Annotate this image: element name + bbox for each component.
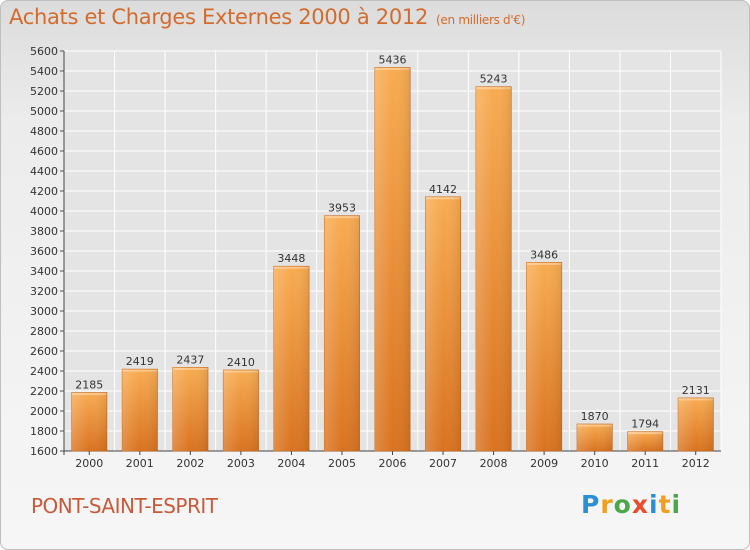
- x-tick-label: 2001: [126, 457, 154, 470]
- chart-subtitle: (en milliers d'€): [436, 13, 526, 27]
- data-labels: 2185 2419 2437 2410 3448 3953 5436 4142 5243 3486…: [75, 53, 709, 430]
- x-tick-label: 2012: [682, 457, 710, 470]
- logo-letter: x: [631, 490, 649, 519]
- bar-shade: [475, 86, 512, 451]
- bar-2001: [121, 368, 158, 452]
- y-tick-label: 3200: [30, 285, 58, 298]
- bar-shade: [627, 431, 663, 451]
- bar-shade: [526, 262, 562, 451]
- y-tick-label: 3400: [30, 265, 58, 278]
- bars: [71, 67, 714, 452]
- chart-title: Achats et Charges Externes 2000 à 2012 (e…: [9, 5, 525, 29]
- y-tick-label: 4600: [30, 145, 58, 158]
- y-tick-label: 5600: [30, 45, 58, 58]
- data-label: 2419: [126, 355, 154, 368]
- data-label: 4142: [429, 183, 457, 196]
- y-tick-label: 1800: [30, 425, 58, 438]
- bar-2003: [222, 369, 259, 452]
- bar-2011: [627, 431, 664, 452]
- logo-letter: i: [671, 490, 682, 519]
- y-tick-label: 4800: [30, 125, 58, 138]
- data-label: 3486: [530, 248, 558, 261]
- x-tick-label: 2011: [631, 457, 659, 470]
- bar-shade: [71, 392, 107, 451]
- x-tick-label: 2004: [277, 457, 305, 470]
- bar-2009: [526, 262, 563, 452]
- data-label: 5436: [379, 53, 407, 66]
- bar-2000: [71, 392, 108, 452]
- x-tick-label: 2009: [530, 457, 558, 470]
- logo-letter: r: [600, 490, 614, 519]
- bar-2002: [172, 366, 209, 452]
- bar-shade: [678, 397, 714, 451]
- data-label: 2131: [682, 384, 710, 397]
- data-label: 2410: [227, 356, 255, 369]
- x-tick-label: 2002: [176, 457, 204, 470]
- axes: 1600 1800 2000 2200 2400 2600 2800 3000 3200 3400…: [30, 45, 721, 470]
- x-tick-label: 2005: [328, 457, 356, 470]
- bar-2008: [475, 86, 512, 452]
- bar-2010: [576, 423, 613, 452]
- bar-shade: [172, 367, 209, 451]
- x-tick-label: 2010: [581, 457, 609, 470]
- x-tick-label: 2000: [75, 457, 103, 470]
- bar-shade: [324, 215, 360, 451]
- bar-2006: [374, 67, 411, 452]
- x-tick-label: 2003: [227, 457, 255, 470]
- y-tick-label: 2600: [30, 345, 58, 358]
- logo-letter: P: [581, 490, 601, 519]
- y-tick-label: 4200: [30, 185, 58, 198]
- logo-letter: t: [658, 490, 672, 519]
- y-tick-label: 4400: [30, 165, 58, 178]
- logo-letter: i: [649, 490, 659, 519]
- bar-2004: [273, 265, 310, 452]
- y-tick-label: 4000: [30, 205, 58, 218]
- data-label: 2185: [75, 379, 103, 392]
- y-tick-label: 3600: [30, 245, 58, 258]
- y-tick-label: 5000: [30, 105, 58, 118]
- bar-shade: [374, 67, 411, 452]
- x-tick-label: 2007: [429, 457, 457, 470]
- chart-title-text: Achats et Charges Externes 2000 à 2012: [9, 5, 429, 29]
- bar-shade: [576, 424, 613, 451]
- y-tick-label: 2200: [30, 385, 58, 398]
- proxiti-logo: Proxiti: [581, 490, 681, 519]
- data-label: 2437: [176, 353, 204, 366]
- data-label: 3953: [328, 202, 356, 215]
- data-label: 3448: [277, 252, 305, 265]
- bar-2005: [323, 215, 360, 452]
- bar-shade: [273, 266, 310, 451]
- y-tick-label: 1600: [30, 445, 58, 458]
- data-label: 1870: [581, 410, 609, 423]
- logo-letter: o: [613, 490, 632, 519]
- x-tick-label: 2006: [379, 457, 407, 470]
- y-tick-label: 3800: [30, 225, 58, 238]
- city-name: PONT-SAINT-ESPRIT: [31, 494, 218, 518]
- y-tick-label: 2000: [30, 405, 58, 418]
- bar-2012: [677, 397, 714, 452]
- y-tick-label: 3000: [30, 305, 58, 318]
- y-tick-label: 5400: [30, 65, 58, 78]
- bar-2007: [425, 196, 462, 452]
- bar-shade: [122, 369, 158, 451]
- y-tick-label: 2400: [30, 365, 58, 378]
- x-tick-label: 2008: [480, 457, 508, 470]
- y-tick-label: 2800: [30, 325, 58, 338]
- data-label: 1794: [631, 418, 659, 431]
- data-label: 5243: [480, 73, 508, 86]
- y-tick-label: 5200: [30, 85, 58, 98]
- bar-shade: [223, 370, 259, 451]
- bar-shade: [425, 196, 461, 451]
